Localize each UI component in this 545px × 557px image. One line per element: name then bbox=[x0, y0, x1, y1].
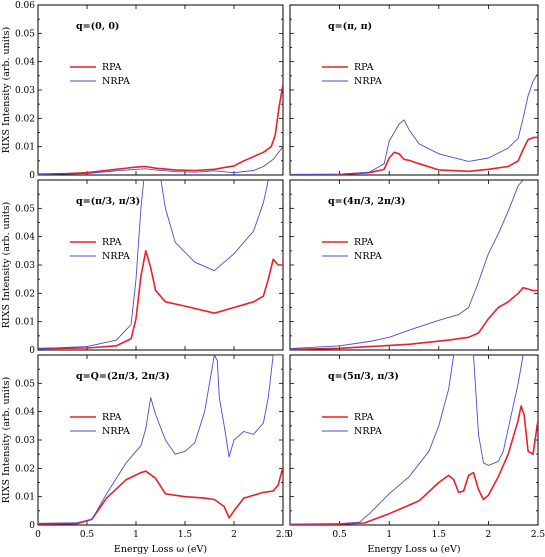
x-axis-label: Energy Loss ω (eV) bbox=[367, 544, 460, 555]
panel-3: 0 0.01 0.02 0.03 0.04 0.05 q=(π/3, π/3) RPA NRPA… bbox=[1, 179, 284, 356]
panel-q-label: q=(0, 0) bbox=[76, 21, 119, 32]
y-tick-label: 0.03 bbox=[15, 261, 35, 271]
legend-rpa-label: RPA bbox=[354, 62, 374, 73]
legend-rpa-label: RPA bbox=[354, 412, 374, 423]
plot-frame bbox=[37, 4, 284, 176]
plot-frame bbox=[37, 179, 284, 351]
x-tick-label: 0.5 bbox=[80, 530, 95, 540]
panel-2: q=(π, π) RPA NRPA bbox=[289, 4, 539, 176]
legend-nrpa-label: NRPA bbox=[354, 426, 382, 437]
series-rpa-line bbox=[290, 405, 538, 525]
legend-nrpa-label: NRPA bbox=[102, 251, 130, 262]
series-nrpa-line bbox=[290, 355, 524, 525]
legend-nrpa-label: NRPA bbox=[354, 251, 382, 262]
series-nrpa-line bbox=[38, 180, 269, 350]
y-tick-label: 0.01 bbox=[15, 318, 35, 328]
x-tick-label: 1 bbox=[386, 530, 392, 540]
x-tick-label: 2 bbox=[231, 530, 237, 540]
panel-q-label: q=(5π/3, π/3) bbox=[328, 371, 399, 382]
y-tick-label: 0.03 bbox=[15, 436, 35, 446]
series-rpa-line bbox=[290, 286, 538, 350]
y-tick-label: 0 bbox=[29, 171, 35, 181]
legend-rpa-label: RPA bbox=[354, 237, 374, 248]
series-rpa-line bbox=[38, 250, 283, 350]
panel-q-label: q=Q=(2π/3, 2π/3) bbox=[76, 371, 170, 382]
y-tick-label: 0.05 bbox=[15, 29, 35, 39]
legend-nrpa-label: NRPA bbox=[102, 76, 130, 87]
x-tick-label: 2.5 bbox=[531, 530, 545, 540]
series-nrpa-line bbox=[38, 146, 283, 175]
y-tick-label: 0.04 bbox=[15, 233, 35, 243]
y-tick-label: 0.01 bbox=[15, 143, 35, 153]
x-tick-label: 1.5 bbox=[432, 530, 447, 540]
y-tick-label: 0.04 bbox=[15, 58, 35, 68]
y-axis-label: RIXS Intensity (arb. units) bbox=[1, 27, 12, 153]
panel-q-label: q=(4π/3, 2π/3) bbox=[328, 196, 406, 207]
panel-4: q=(4π/3, 2π/3) RPA NRPA bbox=[289, 179, 539, 351]
series-rpa-line bbox=[38, 466, 283, 525]
y-tick-label: 0.02 bbox=[15, 114, 35, 124]
y-tick-label: 0 bbox=[29, 346, 35, 356]
y-tick-label: 0.01 bbox=[15, 493, 35, 503]
x-tick-label: 1.5 bbox=[178, 530, 193, 540]
y-tick-label: 0.05 bbox=[15, 379, 35, 389]
legend-rpa-label: RPA bbox=[102, 62, 122, 73]
y-tick-label: 0.05 bbox=[15, 204, 35, 214]
legend-nrpa-label: NRPA bbox=[102, 426, 130, 437]
x-tick-label: 0 bbox=[35, 530, 41, 540]
y-tick-label: 0.04 bbox=[15, 408, 35, 418]
y-tick-label: 0.02 bbox=[15, 464, 35, 474]
series-nrpa-line bbox=[290, 180, 524, 350]
panel-6: 0 0.5 1 1.5 2 2.5 q=(5π/3, π/3) RPA NRPA Energy L… bbox=[287, 354, 545, 555]
legend-nrpa-label: NRPA bbox=[354, 76, 382, 87]
series-rpa-line bbox=[290, 136, 538, 175]
x-tick-label: 0.5 bbox=[332, 530, 347, 540]
y-tick-label: 0.03 bbox=[15, 86, 35, 96]
y-tick-label: 0.02 bbox=[15, 289, 35, 299]
panel-q-label: q=(π, π) bbox=[328, 21, 372, 32]
y-axis-label: RIXS Intensity (arb. units) bbox=[1, 377, 12, 503]
x-tick-label: 0 bbox=[287, 530, 293, 540]
panel-1: 0 0.01 0.02 0.03 0.04 0.05 0.06 q=(0, 0) RPA NRPA… bbox=[1, 1, 284, 181]
x-axis-label: Energy Loss ω (eV) bbox=[114, 544, 207, 555]
y-axis-label: RIXS Intensity (arb. units) bbox=[1, 202, 12, 328]
panel-q-label: q=(π/3, π/3) bbox=[76, 196, 140, 207]
y-tick-label: 0.06 bbox=[15, 1, 35, 11]
legend-rpa-label: RPA bbox=[102, 412, 122, 423]
series-rpa-line bbox=[38, 84, 283, 175]
y-tick-label: 0 bbox=[29, 521, 35, 531]
panel-5: 0 0.5 1 1.5 2 2.500.010.020.030.040.05q=Q=(2π… bbox=[1, 354, 291, 555]
series-nrpa-line bbox=[290, 72, 538, 175]
legend-rpa-label: RPA bbox=[102, 237, 122, 248]
x-tick-label: 1 bbox=[133, 530, 139, 540]
series-nrpa-line bbox=[38, 355, 283, 524]
x-tick-label: 2 bbox=[486, 530, 492, 540]
x-tick-label: 2.5 bbox=[276, 530, 291, 540]
